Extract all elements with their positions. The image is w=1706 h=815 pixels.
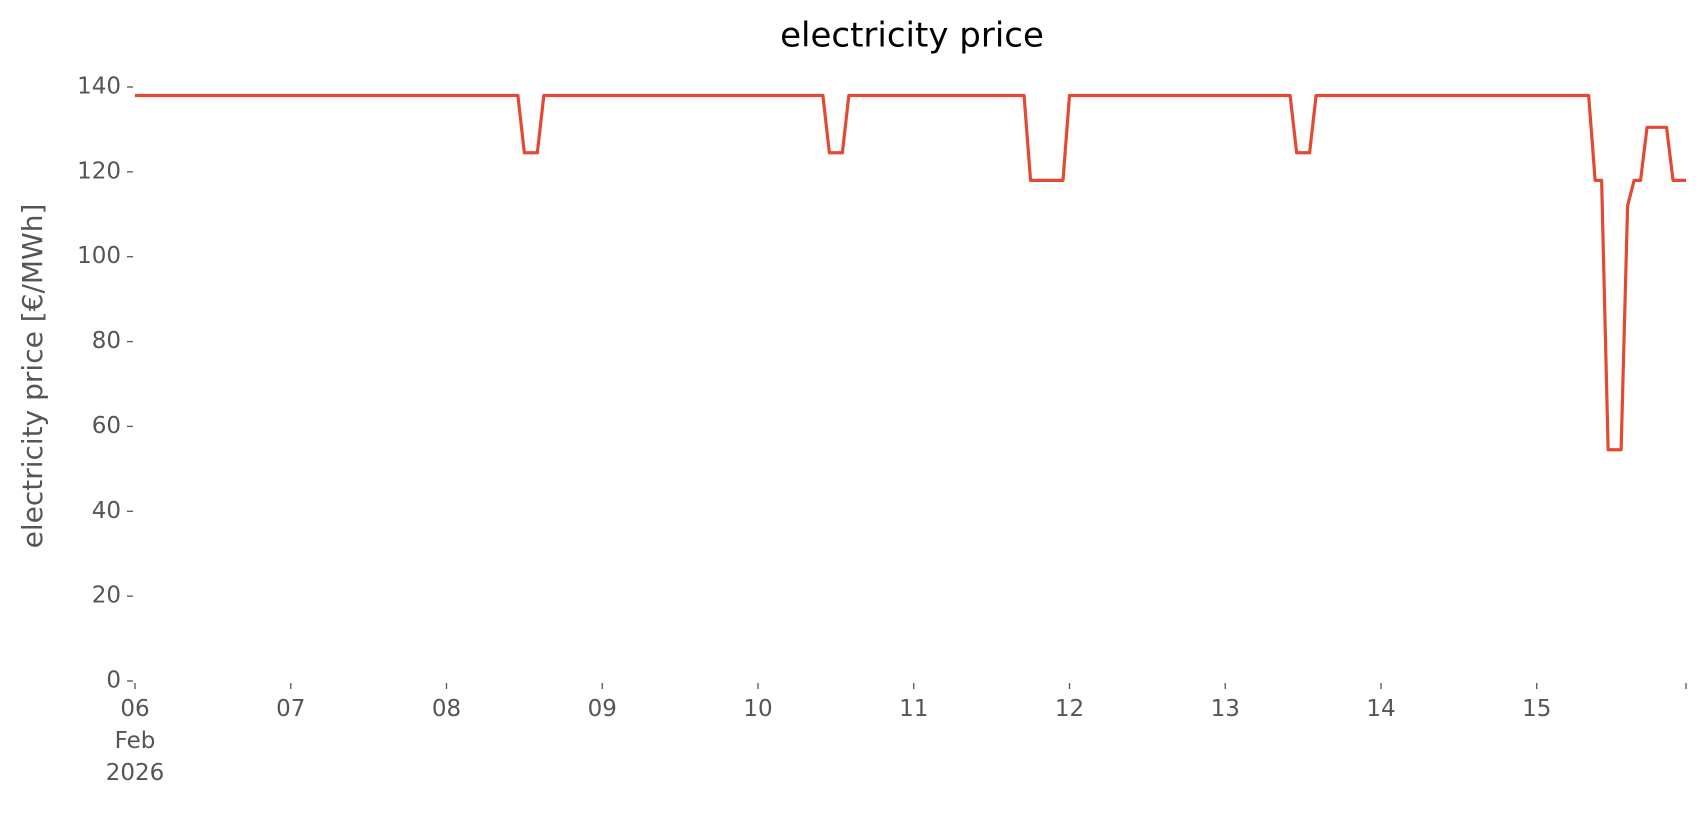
x-tick-label: 08 — [431, 696, 462, 722]
x-tick-label: 13 — [1210, 696, 1240, 722]
y-tick-label: 0 — [106, 668, 121, 694]
y-tick-label: 100 — [77, 243, 121, 269]
x-tick-label: 12 — [1054, 696, 1085, 722]
x-tick-label: 15 — [1522, 696, 1552, 722]
x-tick-label: 09 — [587, 696, 617, 722]
x-tick-label: 14 — [1366, 696, 1396, 722]
y-tick-label: 60 — [92, 413, 121, 439]
y-tick-label: 80 — [92, 328, 121, 354]
x-tick-label: 11 — [899, 696, 929, 722]
y-axis-label: electricity price [€/MWh] — [16, 204, 49, 549]
chart-title: electricity price — [780, 16, 1044, 56]
y-tick-label: 40 — [92, 498, 121, 524]
y-tick-label: 140 — [77, 74, 121, 100]
y-tick-label: 120 — [77, 158, 121, 184]
x-tick-label: 07 — [276, 696, 306, 722]
y-tick-label: 20 — [92, 583, 121, 609]
x-tick-label: 06 Feb 2026 — [105, 696, 165, 786]
x-tick-label: 10 — [743, 696, 773, 722]
price-line — [135, 93, 1686, 452]
